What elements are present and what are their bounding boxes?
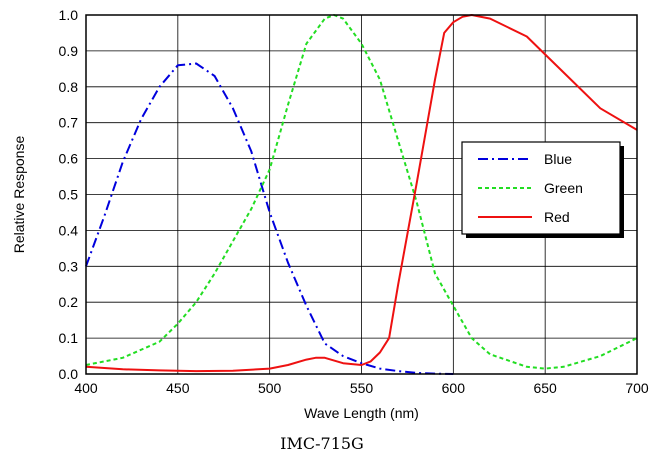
y-tick-label: 0.6 <box>59 151 79 167</box>
y-tick-label: 0.3 <box>59 258 79 274</box>
y-tick-label: 0.8 <box>59 79 79 95</box>
x-tick-labels: 400 450 500 550 600 650 700 <box>74 380 649 396</box>
legend-label-red: Red <box>544 209 570 225</box>
y-tick-label: 1.0 <box>59 7 79 23</box>
y-tick-label: 0.5 <box>59 187 79 203</box>
series-line-red <box>85 14 638 373</box>
x-tick-label: 550 <box>350 380 374 396</box>
plot-frame <box>85 14 638 375</box>
legend: Blue Green Red <box>461 141 624 238</box>
legend-label-blue: Blue <box>544 151 572 167</box>
y-tick-labels: 0.0 0.1 0.2 0.3 0.4 0.5 0.6 0.7 0.8 0.9 1.0 <box>59 7 79 382</box>
x-axis-label: Wave Length (nm) <box>304 405 419 421</box>
x-tick-label: 600 <box>442 380 466 396</box>
chart-caption: IMC-715G <box>280 434 364 453</box>
series-line-green <box>85 14 638 370</box>
x-tick-label: 400 <box>74 380 98 396</box>
y-tick-label: 0.1 <box>59 330 79 346</box>
y-tick-label: 0.2 <box>59 294 79 310</box>
series-line-blue <box>85 62 454 375</box>
y-axis-label: Relative Response <box>11 136 27 254</box>
y-tick-label: 0.7 <box>59 115 79 131</box>
x-tick-label: 650 <box>533 380 557 396</box>
x-tick-label: 450 <box>166 380 190 396</box>
legend-items: Blue Green Red <box>478 151 583 225</box>
series-lines <box>85 14 638 375</box>
y-tick-label: 0.9 <box>59 43 79 59</box>
y-tick-label: 0.0 <box>59 366 79 382</box>
x-tick-label: 700 <box>625 380 649 396</box>
y-tick-label: 0.4 <box>59 222 79 238</box>
x-tick-label: 500 <box>258 380 282 396</box>
legend-label-green: Green <box>544 180 583 196</box>
